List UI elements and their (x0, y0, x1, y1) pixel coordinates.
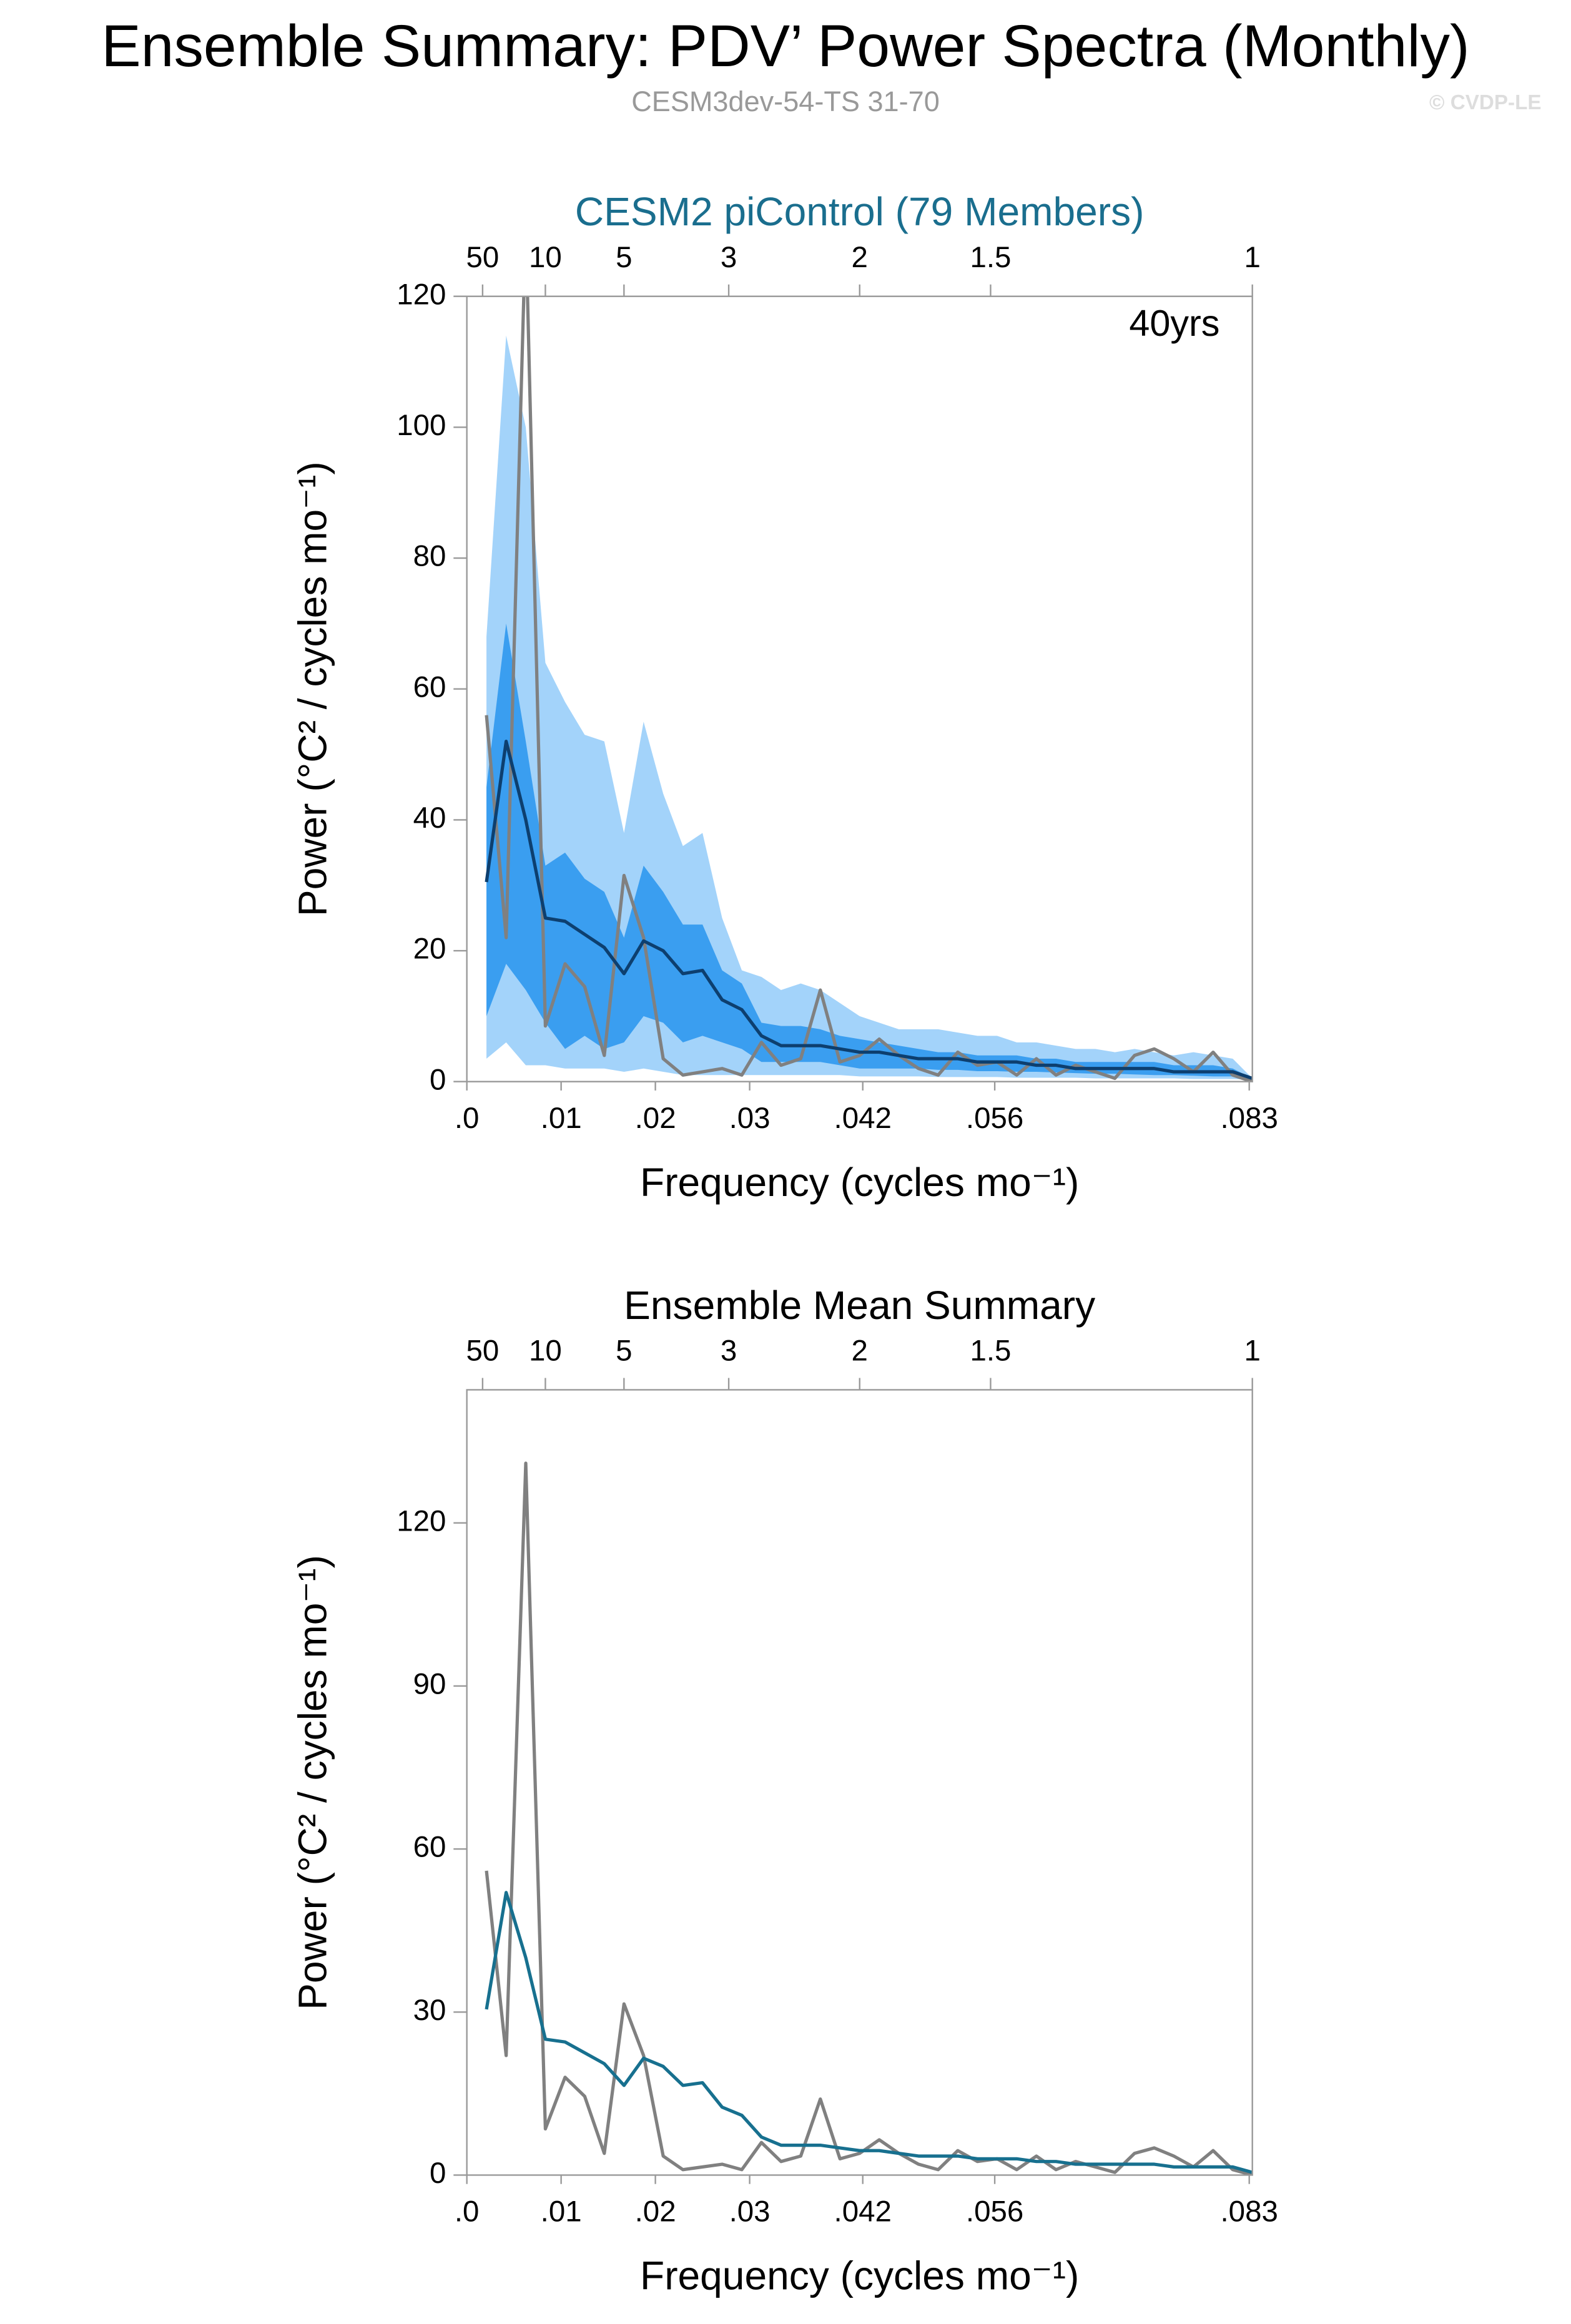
x-tick-label: .0 (455, 1102, 480, 1135)
y-axis-label: Power (°C² / cycles mo⁻¹) (290, 461, 335, 916)
x2-tick-label: 50 (466, 1335, 499, 1368)
spectrum-line (485, 1461, 1253, 2175)
chart-title: Ensemble Mean Summary (624, 1283, 1095, 1328)
spread-band (486, 335, 1253, 1080)
x2-tick-label: 5 (616, 1335, 632, 1368)
y-tick-label: 120 (396, 278, 446, 311)
x2-tick-label: 10 (529, 1335, 562, 1368)
x-tick-label: .056 (966, 1102, 1023, 1135)
y-tick-label: 60 (413, 1831, 446, 1864)
x-tick-label: .02 (635, 2195, 676, 2228)
x-tick-label: .01 (541, 1102, 582, 1135)
y-tick-label: 120 (396, 1504, 446, 1537)
page-subtitle: CESM3dev-54-TS 31-70 (631, 86, 940, 117)
x2-tick-label: 50 (466, 241, 499, 274)
chart-title: CESM2 piControl (79 Members) (575, 189, 1145, 234)
y-tick-label: 0 (430, 1063, 446, 1096)
y-tick-label: 100 (396, 409, 446, 442)
x-tick-label: .056 (966, 2195, 1023, 2228)
page-title: Ensemble Summary: PDV’ Power Spectra (Mo… (101, 13, 1469, 79)
y-tick-label: 30 (413, 1994, 446, 2027)
x-tick-label: .083 (1221, 1102, 1278, 1135)
x2-tick-label: 1 (1244, 1335, 1260, 1368)
y-tick-label: 60 (413, 670, 446, 704)
spectrum-line (485, 739, 1253, 1080)
x-tick-label: .01 (541, 2195, 582, 2228)
plot-area (485, 1461, 1253, 2175)
x2-tick-label: 1.5 (970, 241, 1011, 274)
x-tick-label: .03 (729, 1102, 771, 1135)
x-tick-label: .042 (834, 2195, 892, 2228)
x-tick-label: .083 (1221, 2195, 1278, 2228)
x-tick-label: .03 (729, 2195, 771, 2228)
x2-tick-label: 2 (852, 1335, 868, 1368)
y-tick-label: 90 (413, 1667, 446, 1700)
y-tick-label: 0 (430, 2157, 446, 2190)
x2-tick-label: 5 (616, 241, 632, 274)
x-axis-label: Frequency (cycles mo⁻¹) (640, 2253, 1079, 2298)
spectrum-line (485, 1891, 1253, 2174)
y-tick-label: 20 (413, 933, 446, 966)
x-axis-label: Frequency (cycles mo⁻¹) (640, 1160, 1079, 1205)
plot-area (485, 296, 1253, 1082)
x2-tick-label: 10 (529, 241, 562, 274)
y-tick-label: 80 (413, 540, 446, 573)
x-tick-label: .0 (455, 2195, 480, 2228)
annotation: 40yrs (1129, 302, 1219, 344)
x2-tick-label: 2 (852, 241, 868, 274)
y-tick-label: 40 (413, 802, 446, 835)
x-tick-label: .02 (635, 1102, 676, 1135)
y-axis-label: Power (°C² / cycles mo⁻¹) (290, 1555, 335, 2010)
x2-tick-label: 1.5 (970, 1335, 1011, 1368)
x2-tick-label: 3 (721, 241, 737, 274)
copyright: © CVDP-LE (1429, 91, 1542, 114)
x-tick-label: .042 (834, 1102, 892, 1135)
x2-tick-label: 1 (1244, 241, 1260, 274)
plot-frame (466, 1389, 1253, 2176)
x2-tick-label: 3 (721, 1335, 737, 1368)
spectrum-line (485, 296, 1253, 1082)
